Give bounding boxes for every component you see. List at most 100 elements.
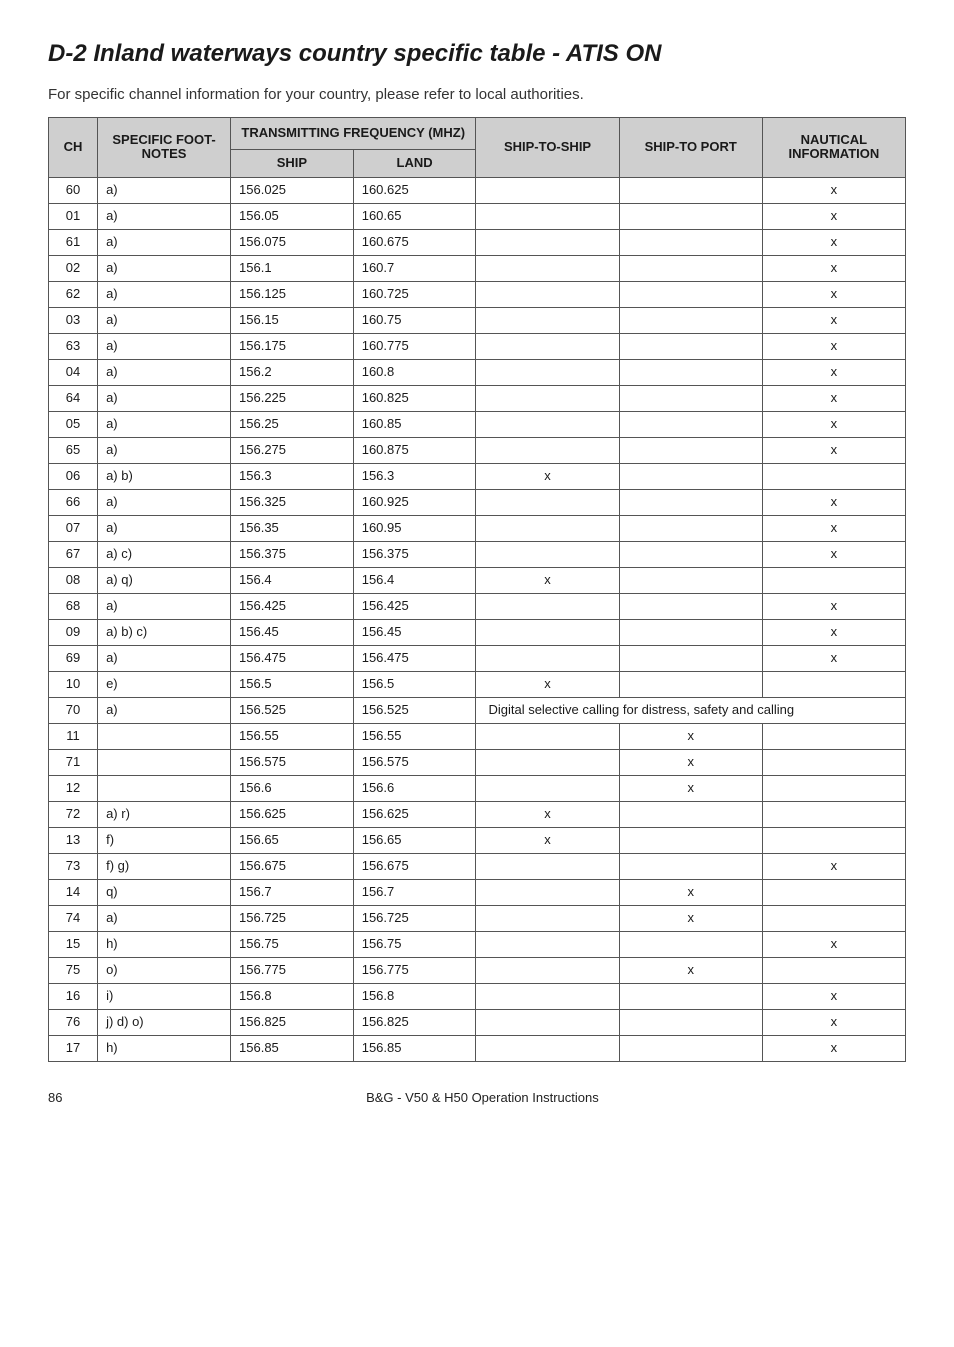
cell-land: 156.3 xyxy=(353,463,476,489)
cell-stp: x xyxy=(619,749,762,775)
cell-notes: a) xyxy=(98,489,231,515)
cell-notes xyxy=(98,775,231,801)
cell-notes: a) b) xyxy=(98,463,231,489)
cell-land: 160.775 xyxy=(353,333,476,359)
cell-notes: f) g) xyxy=(98,853,231,879)
cell-notes: a) xyxy=(98,593,231,619)
table-row: 08a) q)156.4156.4x xyxy=(49,567,906,593)
cell-land: 156.5 xyxy=(353,671,476,697)
cell-stp: x xyxy=(619,775,762,801)
cell-sts xyxy=(476,359,619,385)
cell-ch: 16 xyxy=(49,983,98,1009)
cell-ship: 156.525 xyxy=(231,697,354,723)
cell-naut: x xyxy=(762,619,905,645)
cell-naut: x xyxy=(762,645,905,671)
cell-ship: 156.325 xyxy=(231,489,354,515)
cell-ship: 156.65 xyxy=(231,827,354,853)
cell-ship: 156.175 xyxy=(231,333,354,359)
cell-notes: a) q) xyxy=(98,567,231,593)
cell-stp xyxy=(619,645,762,671)
cell-stp: x xyxy=(619,879,762,905)
cell-ship: 156.675 xyxy=(231,853,354,879)
cell-naut xyxy=(762,723,905,749)
cell-ch: 12 xyxy=(49,775,98,801)
cell-notes: a) xyxy=(98,411,231,437)
cell-ship: 156.25 xyxy=(231,411,354,437)
cell-notes: a) xyxy=(98,333,231,359)
cell-notes: a) xyxy=(98,359,231,385)
table-row: 06a) b)156.3156.3x xyxy=(49,463,906,489)
cell-stp xyxy=(619,359,762,385)
cell-sts xyxy=(476,437,619,463)
cell-naut xyxy=(762,879,905,905)
cell-stp xyxy=(619,1035,762,1061)
cell-sts xyxy=(476,1009,619,1035)
table-row: 61a)156.075160.675x xyxy=(49,229,906,255)
cell-stp xyxy=(619,619,762,645)
cell-ch: 60 xyxy=(49,177,98,203)
col-notes: SPECIFIC FOOT-NOTES xyxy=(98,118,231,178)
cell-notes: f) xyxy=(98,827,231,853)
cell-stp xyxy=(619,437,762,463)
cell-sts xyxy=(476,879,619,905)
cell-stp xyxy=(619,385,762,411)
table-row: 04a)156.2160.8x xyxy=(49,359,906,385)
col-stp: SHIP-TO PORT xyxy=(619,118,762,178)
cell-naut: x xyxy=(762,203,905,229)
cell-stp xyxy=(619,671,762,697)
cell-notes: q) xyxy=(98,879,231,905)
cell-ship: 156.35 xyxy=(231,515,354,541)
cell-ch: 03 xyxy=(49,307,98,333)
cell-stp xyxy=(619,307,762,333)
col-naut: NAUTICAL INFORMATION xyxy=(762,118,905,178)
page-title: D-2 Inland waterways country specific ta… xyxy=(48,40,906,68)
cell-sts xyxy=(476,619,619,645)
cell-ch: 06 xyxy=(49,463,98,489)
table-row: 76j) d) o)156.825156.825x xyxy=(49,1009,906,1035)
cell-stp xyxy=(619,983,762,1009)
cell-stp xyxy=(619,229,762,255)
cell-stp: x xyxy=(619,723,762,749)
cell-sts xyxy=(476,177,619,203)
cell-land: 160.7 xyxy=(353,255,476,281)
cell-notes: a) xyxy=(98,697,231,723)
cell-naut xyxy=(762,957,905,983)
cell-ch: 69 xyxy=(49,645,98,671)
cell-naut: x xyxy=(762,255,905,281)
cell-sts xyxy=(476,775,619,801)
cell-ch: 15 xyxy=(49,931,98,957)
cell-ch: 01 xyxy=(49,203,98,229)
cell-stp: x xyxy=(619,957,762,983)
cell-sts xyxy=(476,957,619,983)
cell-land: 156.4 xyxy=(353,567,476,593)
cell-notes xyxy=(98,723,231,749)
table-row: 02a)156.1160.7x xyxy=(49,255,906,281)
cell-land: 156.675 xyxy=(353,853,476,879)
table-row: 64a)156.225160.825x xyxy=(49,385,906,411)
cell-sts xyxy=(476,385,619,411)
cell-land: 160.875 xyxy=(353,437,476,463)
cell-land: 160.825 xyxy=(353,385,476,411)
cell-ch: 68 xyxy=(49,593,98,619)
cell-land: 156.775 xyxy=(353,957,476,983)
cell-sts xyxy=(476,983,619,1009)
table-row: 75o)156.775156.775x xyxy=(49,957,906,983)
cell-ch: 04 xyxy=(49,359,98,385)
cell-sts xyxy=(476,307,619,333)
cell-merged: Digital selective calling for distress, … xyxy=(476,697,906,723)
cell-ch: 75 xyxy=(49,957,98,983)
cell-sts xyxy=(476,723,619,749)
cell-notes: o) xyxy=(98,957,231,983)
cell-stp xyxy=(619,567,762,593)
table-row: 66a)156.325160.925x xyxy=(49,489,906,515)
cell-naut xyxy=(762,749,905,775)
cell-land: 156.625 xyxy=(353,801,476,827)
cell-naut: x xyxy=(762,489,905,515)
cell-notes: i) xyxy=(98,983,231,1009)
table-row: 63a)156.175160.775x xyxy=(49,333,906,359)
cell-naut: x xyxy=(762,411,905,437)
cell-sts xyxy=(476,255,619,281)
cell-notes: a) xyxy=(98,229,231,255)
cell-ch: 13 xyxy=(49,827,98,853)
cell-ship: 156.4 xyxy=(231,567,354,593)
